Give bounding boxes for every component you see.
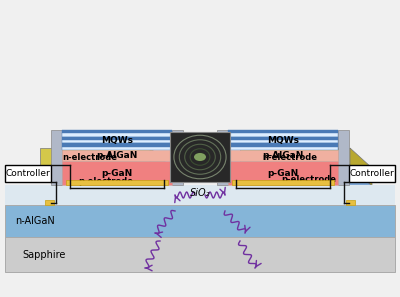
Text: p-GaN: p-GaN (267, 168, 299, 178)
Polygon shape (240, 166, 372, 186)
Bar (228, 133, 338, 137)
Bar (62, 161, 172, 185)
Bar (45, 200, 54, 205)
Text: n-electrode: n-electrode (62, 152, 118, 162)
Text: p-AlGaN: p-AlGaN (262, 151, 304, 160)
Text: MQWs: MQWs (101, 135, 133, 145)
Bar (346, 200, 355, 205)
Bar (217, 130, 228, 185)
Bar (62, 147, 172, 150)
Bar (62, 143, 172, 147)
Text: Controller: Controller (350, 168, 394, 178)
Ellipse shape (80, 167, 132, 193)
Text: n-electrode: n-electrode (262, 152, 318, 162)
Polygon shape (288, 172, 326, 186)
Text: p-GaN: p-GaN (101, 168, 133, 178)
Bar (5, 205, 395, 237)
Text: p-AlGaN: p-AlGaN (96, 151, 138, 160)
Bar (228, 137, 338, 140)
Bar (62, 137, 172, 140)
Ellipse shape (194, 153, 206, 161)
Bar (5, 165, 51, 181)
Bar (338, 130, 349, 185)
Bar (170, 132, 230, 182)
Bar (62, 130, 172, 133)
Bar (228, 143, 338, 147)
Bar (62, 150, 172, 161)
Bar (228, 147, 338, 150)
Text: n-AlGaN: n-AlGaN (15, 216, 55, 226)
Bar (62, 133, 172, 137)
Text: Controller: Controller (6, 168, 50, 178)
Polygon shape (240, 148, 350, 166)
Text: p-electrode: p-electrode (282, 175, 336, 184)
Bar (62, 140, 172, 143)
Polygon shape (40, 148, 150, 166)
Bar (228, 150, 338, 161)
Ellipse shape (88, 171, 124, 189)
Polygon shape (150, 148, 172, 186)
Bar (5, 237, 395, 272)
Bar (51, 130, 62, 185)
Bar (66, 180, 168, 185)
Polygon shape (40, 166, 172, 186)
Text: Sapphire: Sapphire (22, 249, 65, 260)
Bar (172, 130, 183, 185)
Bar (228, 140, 338, 143)
Bar (349, 165, 395, 181)
Text: SiO₂: SiO₂ (190, 188, 210, 198)
Bar (232, 180, 334, 185)
Bar (5, 185, 395, 205)
Bar (228, 130, 338, 133)
Polygon shape (350, 148, 372, 186)
Text: p-electrode: p-electrode (78, 176, 134, 186)
Bar (228, 161, 338, 185)
Polygon shape (276, 168, 338, 194)
Text: MQWs: MQWs (267, 135, 299, 145)
